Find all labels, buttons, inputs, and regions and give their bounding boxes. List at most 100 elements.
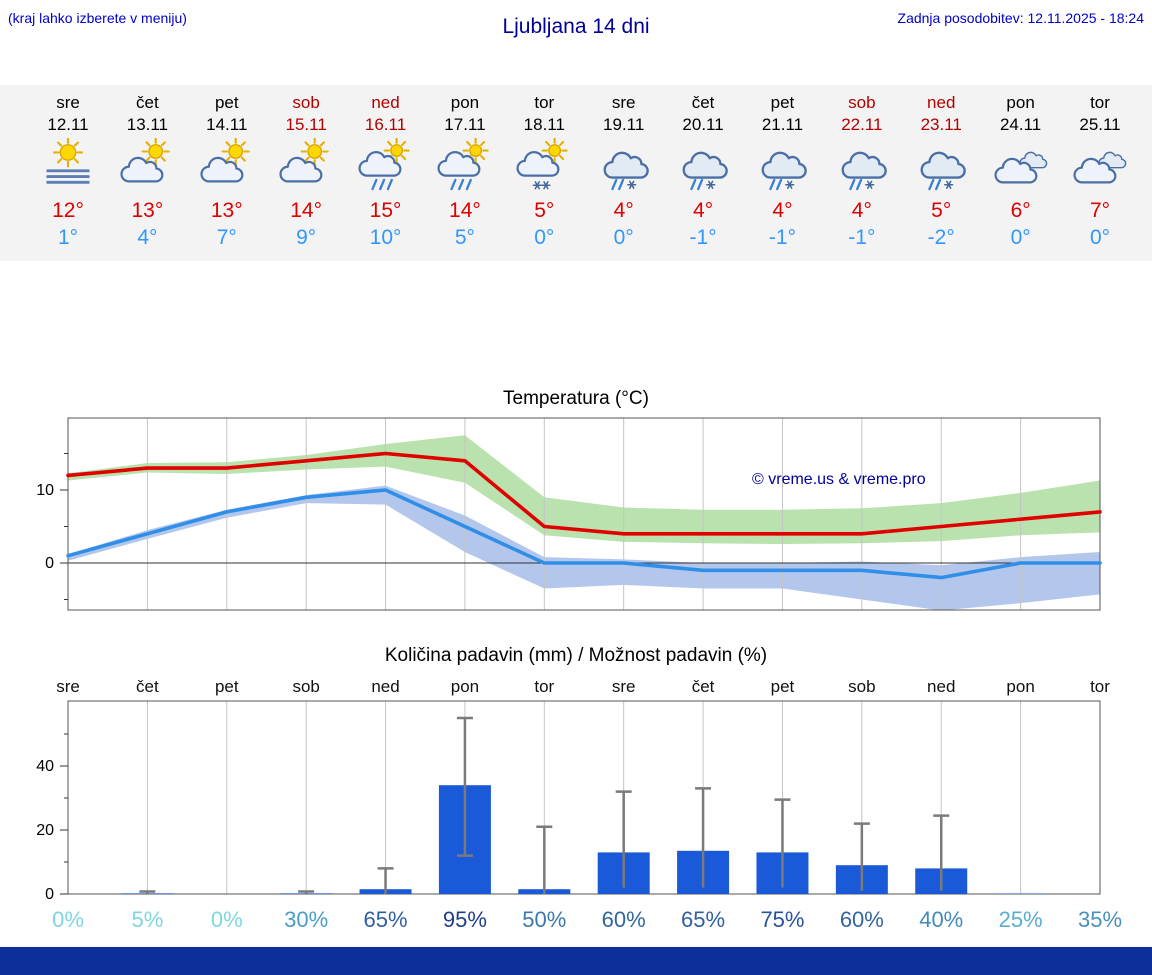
forecast-day: sre 19.11 4° 0° (581, 85, 667, 250)
day-name: ned (927, 93, 956, 112)
precip-day-label: tor (534, 677, 554, 696)
y-tick-label: 0 (45, 555, 54, 572)
day-high-temp: 4° (851, 199, 872, 222)
day-date: 18.11 (523, 115, 565, 134)
precipitation-chart-title: Količina padavin (mm) / Možnost padavin … (384, 645, 768, 666)
day-date: 13.11 (126, 115, 169, 134)
plot-border (67, 417, 1101, 611)
low-temp-range-band (68, 485, 1100, 611)
day-name: sob (848, 93, 876, 112)
sun-cloud-snow-icon (501, 137, 587, 194)
cloud-rain-snow-icon (739, 138, 825, 194)
day-name: sob (292, 93, 320, 112)
day-high-temp: 4° (613, 199, 634, 222)
day-low-temp: 0° (1089, 226, 1111, 249)
day-high-temp: 14° (449, 199, 481, 222)
y-tick-label: 20 (36, 822, 54, 839)
day-date: 20.11 (682, 115, 724, 134)
day-low-temp: 0° (1010, 226, 1031, 249)
low-temp-line (66, 488, 1102, 580)
day-high-temp: 7° (1089, 199, 1111, 222)
plot-border (67, 700, 1101, 895)
forecast-day: pet 14.11 13° 7° (184, 85, 270, 250)
forecast-day: sob 22.11 4° -1° (819, 85, 905, 250)
day-high-temp: 4° (693, 199, 714, 222)
forecast-day: čet 13.11 13° 4° (104, 85, 190, 250)
precip-day-label: sre (612, 677, 636, 696)
y-tick-label: 40 (36, 758, 54, 775)
precip-probability: 0% (52, 907, 84, 932)
menu-hint: (kraj lahko izberete v meniju) (8, 10, 187, 26)
day-high-temp: 6° (1010, 199, 1031, 222)
precip-day-label: sob (292, 677, 319, 696)
day-date: 25.11 (1079, 115, 1121, 134)
day-high-temp: 5° (534, 199, 555, 222)
footer-bar (0, 947, 1152, 975)
precip-probability: 65% (681, 907, 725, 932)
day-name: čet (691, 93, 715, 112)
day-high-temp: 13° (131, 199, 164, 222)
day-low-temp: -1° (848, 226, 876, 249)
watermark: © vreme.us & vreme.pro (752, 471, 926, 488)
precip-day-label: ned (927, 677, 955, 696)
last-update: Zadnja posodobitev: 12.11.2025 - 18:24 (897, 10, 1144, 26)
precip-day-label: tor (1090, 677, 1110, 696)
forecast-day: pon 24.11 6° 0° (978, 85, 1064, 250)
day-low-temp: 10° (369, 226, 402, 249)
forecast-day: pet 21.11 4° -1° (739, 85, 825, 250)
day-name: sre (611, 93, 636, 112)
clouds-icon (1057, 138, 1143, 194)
day-date: 21.11 (761, 115, 804, 134)
precip-day-label: sob (848, 677, 875, 696)
precip-probability: 35% (1078, 907, 1122, 932)
precip-day-label: pet (215, 677, 239, 696)
day-date: 22.11 (841, 115, 883, 134)
precip-probability: 95% (443, 907, 487, 932)
day-low-temp: 5° (454, 226, 475, 249)
day-name: pet (214, 93, 239, 112)
high-temp-range-band (68, 435, 1100, 545)
precip-day-label: sre (56, 677, 80, 696)
day-date: 19.11 (603, 115, 645, 134)
clouds-icon (978, 138, 1064, 194)
day-high-temp: 4° (772, 199, 793, 222)
precip-probability: 0% (211, 907, 243, 932)
day-name: ned (371, 93, 400, 112)
sun-cloud-icon (263, 137, 349, 194)
day-high-temp: 5° (931, 199, 952, 222)
sun-cloud-rain-icon (343, 137, 429, 194)
day-high-temp: 13° (210, 199, 243, 222)
forecast-day: sob 15.11 14° 9° (263, 85, 349, 250)
precip-day-label: čet (136, 677, 159, 696)
day-low-temp: 7° (216, 226, 237, 249)
precip-probability: 65% (364, 907, 408, 932)
day-date: 12.11 (47, 115, 89, 134)
y-tick-label: 10 (36, 482, 54, 499)
temperature-chart: 0 10 © vreme.us & vreme.pro (36, 417, 1102, 611)
day-low-temp: 9° (296, 226, 317, 249)
sun-cloud-icon (184, 137, 270, 194)
day-name: pon (450, 93, 480, 112)
forecast-day: sre 12.11 12° 1° (25, 85, 111, 250)
cloud-rain-snow-icon (898, 138, 984, 194)
forecast-day: čet 20.11 4° -1° (660, 85, 746, 250)
precip-day-label: čet (692, 677, 715, 696)
forecast-day: ned 16.11 15° 10° (343, 85, 429, 250)
day-name: pet (770, 93, 795, 112)
temperature-chart-title: Temperatura (°C) (503, 388, 649, 409)
y-tick-label: 0 (45, 886, 54, 903)
day-date: 17.11 (444, 115, 486, 134)
cloud-rain-snow-icon (660, 138, 746, 194)
forecast-day: pon 17.11 14° 5° (422, 85, 508, 250)
day-date: 14.11 (206, 115, 248, 134)
day-low-temp: 4° (137, 226, 158, 249)
page-title: Ljubljana 14 dni (502, 15, 650, 38)
day-name: sre (56, 93, 80, 112)
cloud-rain-snow-icon (581, 138, 667, 194)
precip-probability: 75% (760, 907, 804, 932)
day-high-temp: 12° (52, 199, 84, 222)
day-date: 15.11 (285, 115, 327, 134)
precip-probability: 25% (999, 907, 1043, 932)
forecast-day: ned 23.11 5° -2° (898, 85, 984, 250)
precip-day-label: pon (451, 677, 479, 696)
